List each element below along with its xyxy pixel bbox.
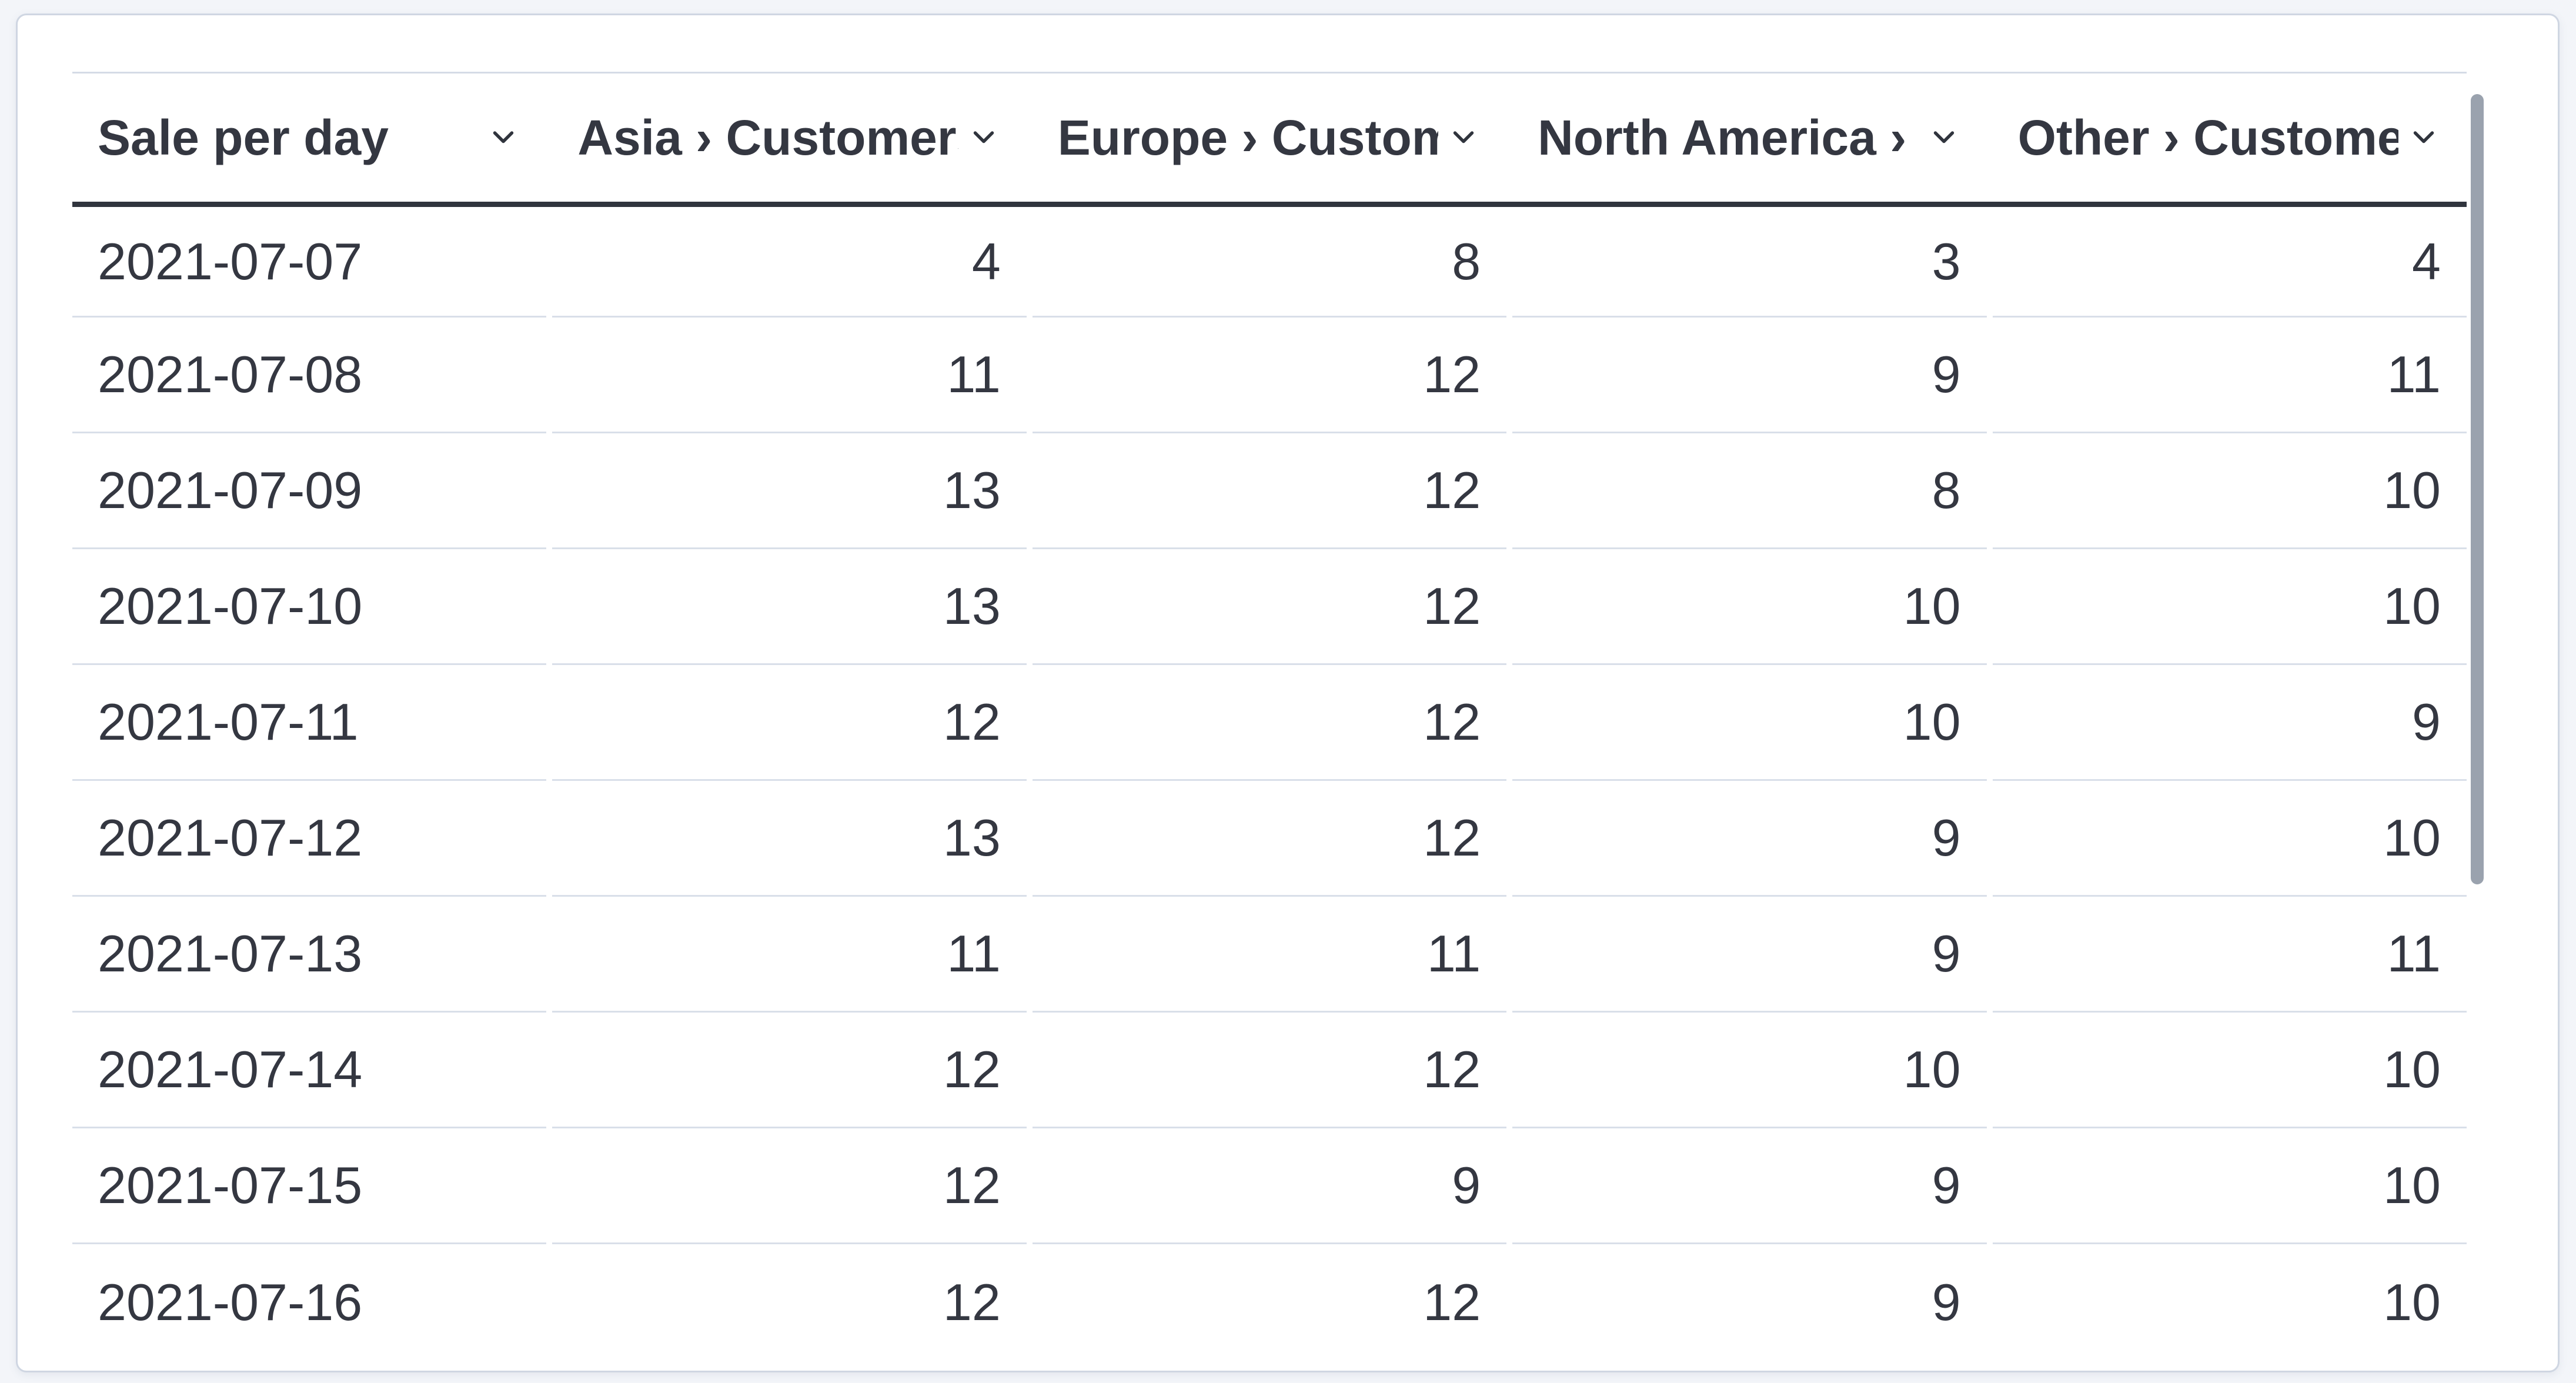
value-cell: 10 bbox=[1992, 781, 2467, 897]
value-cell: 12 bbox=[1032, 549, 1507, 665]
vertical-scrollbar-thumb[interactable] bbox=[2471, 94, 2484, 884]
chevron-down-icon[interactable] bbox=[1446, 121, 1481, 155]
date-cell: 2021-07-09 bbox=[72, 433, 547, 549]
value-cell: 10 bbox=[1992, 1013, 2467, 1128]
value-cell: 9 bbox=[1512, 318, 1987, 433]
value-cell: 11 bbox=[552, 897, 1027, 1013]
column-header-label: Asia › Customers bbox=[577, 109, 958, 165]
date-cell: 2021-07-12 bbox=[72, 781, 547, 897]
table-row: 2021-07-10 13 12 10 10 bbox=[72, 549, 2467, 665]
value-cell: 9 bbox=[1032, 1128, 1507, 1244]
table-row: 2021-07-08 11 12 9 11 bbox=[72, 318, 2467, 433]
table-row: 2021-07-11 12 12 10 9 bbox=[72, 665, 2467, 781]
table-row: 2021-07-12 13 12 9 10 bbox=[72, 781, 2467, 897]
value-cell: 12 bbox=[552, 665, 1027, 781]
value-cell: 9 bbox=[1932, 1272, 1961, 1331]
value-cell: 10 bbox=[1512, 665, 1987, 781]
date-cell: 2021-07-16 bbox=[98, 1272, 363, 1331]
date-cell: 2021-07-14 bbox=[72, 1013, 547, 1128]
value-cell: 12 bbox=[1032, 781, 1507, 897]
chevron-down-icon[interactable] bbox=[486, 121, 520, 155]
value-cell: 13 bbox=[552, 781, 1027, 897]
date-cell: 2021-07-10 bbox=[72, 549, 547, 665]
table-row: 2021-07-13 11 11 9 11 bbox=[72, 897, 2467, 1013]
value-cell: 9 bbox=[1512, 897, 1987, 1013]
value-cell: 10 bbox=[2383, 1272, 2441, 1331]
date-cell: 2021-07-13 bbox=[72, 897, 547, 1013]
column-header-label: Europe › Customers bbox=[1057, 109, 1438, 165]
column-header-4[interactable]: Other › Customers bbox=[1993, 109, 2467, 166]
column-header-label: Sale per day bbox=[98, 109, 389, 165]
value-cell: 4 bbox=[552, 207, 1027, 318]
value-cell: 8 bbox=[1032, 207, 1507, 318]
value-cell: 8 bbox=[1512, 433, 1987, 549]
value-cell: 12 bbox=[943, 1272, 1001, 1331]
value-cell: 3 bbox=[1512, 207, 1987, 318]
value-cell: 11 bbox=[1992, 318, 2467, 433]
chevron-down-icon[interactable] bbox=[2407, 121, 2441, 155]
value-cell: 9 bbox=[1992, 665, 2467, 781]
chevron-down-icon[interactable] bbox=[1927, 121, 1961, 155]
column-header-1[interactable]: Asia › Customers bbox=[552, 109, 1026, 166]
column-header-2[interactable]: Europe › Customers bbox=[1033, 109, 1506, 166]
value-cell: 13 bbox=[552, 433, 1027, 549]
table-body: 2021-07-07 4 8 3 4 2021-07-08 11 12 9 11 2021-07… bbox=[72, 207, 2467, 1360]
datatable-panel: Sale per day Asia › Customers Europe › C… bbox=[16, 14, 2560, 1372]
date-cell: 2021-07-11 bbox=[72, 665, 547, 781]
column-header-3[interactable]: North America › Customers bbox=[1512, 109, 1986, 166]
value-cell: 13 bbox=[552, 549, 1027, 665]
value-cell: 10 bbox=[1992, 433, 2467, 549]
table-row: 2021-07-16 12 12 9 10 bbox=[72, 1244, 2467, 1360]
table-row: 2021-07-09 13 12 8 10 bbox=[72, 433, 2467, 549]
value-cell: 12 bbox=[1032, 318, 1507, 433]
date-cell: 2021-07-08 bbox=[72, 318, 547, 433]
value-cell: 12 bbox=[1032, 1013, 1507, 1128]
value-cell: 11 bbox=[1992, 897, 2467, 1013]
sales-per-day-table: Sale per day Asia › Customers Europe › C… bbox=[72, 72, 2467, 1360]
value-cell: 9 bbox=[1512, 781, 1987, 897]
value-cell: 9 bbox=[1512, 1128, 1987, 1244]
value-cell: 4 bbox=[1992, 207, 2467, 318]
value-cell: 12 bbox=[1032, 433, 1507, 549]
value-cell: 12 bbox=[1423, 1272, 1481, 1331]
table-header-row: Sale per day Asia › Customers Europe › C… bbox=[72, 72, 2467, 207]
value-cell: 12 bbox=[552, 1013, 1027, 1128]
value-cell: 10 bbox=[1992, 549, 2467, 665]
value-cell: 11 bbox=[1032, 897, 1507, 1013]
column-header-0[interactable]: Sale per day bbox=[72, 109, 546, 166]
date-cell: 2021-07-15 bbox=[72, 1128, 547, 1244]
value-cell: 12 bbox=[552, 1128, 1027, 1244]
table-row: 2021-07-14 12 12 10 10 bbox=[72, 1013, 2467, 1128]
value-cell: 10 bbox=[1992, 1128, 2467, 1244]
table-row: 2021-07-15 12 9 9 10 bbox=[72, 1128, 2467, 1244]
date-cell: 2021-07-07 bbox=[72, 207, 547, 318]
table-row: 2021-07-07 4 8 3 4 bbox=[72, 207, 2467, 318]
column-header-label: Other › Customers bbox=[2017, 109, 2398, 165]
value-cell: 11 bbox=[552, 318, 1027, 433]
value-cell: 12 bbox=[1032, 665, 1507, 781]
value-cell: 10 bbox=[1512, 1013, 1987, 1128]
column-header-label: North America › Customers bbox=[1538, 109, 1918, 165]
value-cell: 10 bbox=[1512, 549, 1987, 665]
chevron-down-icon[interactable] bbox=[967, 121, 1001, 155]
